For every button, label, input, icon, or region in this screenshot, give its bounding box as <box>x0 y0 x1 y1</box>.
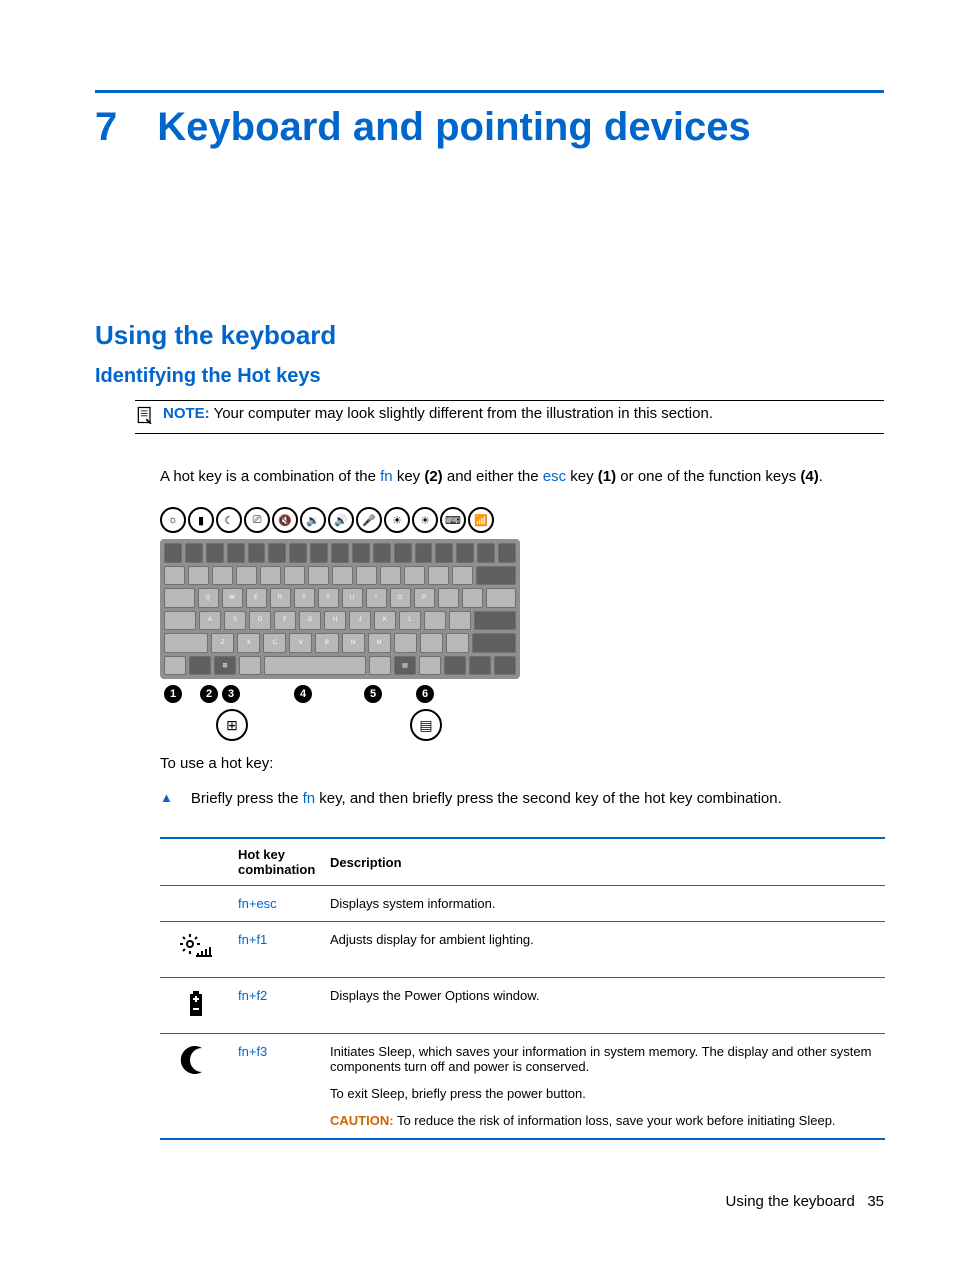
function-icon-row: ☼ ▮ ☾ ⎚ 🔇 🔉 🔊 🎤 ☀ ☀ ⌨ 📶 <box>160 507 520 533</box>
row-desc-cell: Displays the Power Options window. <box>324 978 885 1034</box>
table-row: fn+f1 Adjusts display for ambient lighti… <box>160 922 885 978</box>
row-desc-cell: Displays system information. <box>324 886 885 922</box>
intro-pre: A hot key is a combination of the <box>160 468 380 485</box>
table-row: fn+f3 Initiates Sleep, which saves your … <box>160 1034 885 1140</box>
table-head-desc: Description <box>324 838 885 886</box>
intro-end: . <box>819 468 823 485</box>
table-row: fn+f2 Displays the Power Options window. <box>160 978 885 1034</box>
triangle-bullet-icon: ▲ <box>160 790 173 805</box>
intro-fn: fn <box>380 468 393 485</box>
chapter-title: 7 Keyboard and pointing devices <box>95 105 884 150</box>
row-combo-cell: fn+f1 <box>232 922 324 978</box>
combo-fn: fn <box>238 988 249 1003</box>
use-hotkey-text: To use a hot key: <box>160 755 884 772</box>
intro-mid1: key <box>393 468 425 485</box>
chapter-text: Keyboard and pointing devices <box>157 105 750 150</box>
fn-icon-mic: 🎤 <box>356 507 382 533</box>
page: 7 Keyboard and pointing devices Using th… <box>0 0 954 1270</box>
desc-text: Initiates Sleep, which saves your inform… <box>330 1044 879 1074</box>
table-head-icon <box>160 838 232 886</box>
callout-row: 1 2 3 4 5 6 ⊞ ▤ <box>160 685 520 745</box>
footer-page: 35 <box>867 1193 884 1210</box>
callout-2: 2 <box>200 685 218 703</box>
callout-5: 5 <box>364 685 382 703</box>
section-heading-h2: Using the keyboard <box>95 320 884 351</box>
row-icon-cell <box>160 922 232 978</box>
bullet-text: Briefly press the fn key, and then brief… <box>191 790 782 807</box>
fn-icon-brightdown: ☀ <box>384 507 410 533</box>
chapter-rule <box>95 90 884 93</box>
combo-key: f1 <box>256 932 267 947</box>
note-block: NOTE: Your computer may look slightly di… <box>135 400 884 434</box>
row-icon-cell <box>160 978 232 1034</box>
row-combo-cell: fn+f2 <box>232 978 324 1034</box>
intro-paragraph: A hot key is a combination of the fn key… <box>160 466 884 487</box>
intro-mid3: key <box>566 468 598 485</box>
intro-esc: esc <box>543 468 566 485</box>
fn-icon-wireless: 📶 <box>468 507 494 533</box>
intro-b2: (2) <box>424 468 442 485</box>
combo-fn: fn <box>238 1044 249 1059</box>
ambient-light-icon <box>180 932 212 964</box>
row-combo-cell: fn+esc <box>232 886 324 922</box>
section-heading-h3: Identifying the Hot keys <box>95 365 884 388</box>
fn-icon-voldown: 🔉 <box>300 507 326 533</box>
intro-b1: (1) <box>598 468 616 485</box>
keyboard-body: QWERTYUIOP ASDFGHJKL ZXCVBNM ⊞▤ <box>160 539 520 679</box>
caution-label: CAUTION: <box>330 1113 394 1128</box>
combo-key: esc <box>256 896 276 911</box>
bullet-row: ▲ Briefly press the fn key, and then bri… <box>160 790 884 807</box>
note-label: NOTE: <box>163 405 210 422</box>
combo-fn: fn <box>238 932 249 947</box>
table-row: fn+esc Displays system information. <box>160 886 885 922</box>
fn-icon-kblight: ⌨ <box>440 507 466 533</box>
note-text: Your computer may look slightly differen… <box>214 405 713 422</box>
bullet-pre: Briefly press the <box>191 790 303 807</box>
fn-icon-display: ⎚ <box>244 507 270 533</box>
moon-icon <box>180 1044 212 1076</box>
desc-text: Displays system information. <box>330 896 879 911</box>
row-combo-cell: fn+f3 <box>232 1034 324 1140</box>
combo-fn: fn <box>238 896 249 911</box>
note-text-wrap: NOTE: Your computer may look slightly di… <box>163 405 713 422</box>
combo-key: f3 <box>256 1044 267 1059</box>
table-body: fn+esc Displays system information. <box>160 886 885 1140</box>
fn-icon-volup: 🔊 <box>328 507 354 533</box>
hotkey-table: Hot key combination Description fn+esc D… <box>160 837 885 1140</box>
fn-icon-battery: ▮ <box>188 507 214 533</box>
callout-3: 3 <box>222 685 240 703</box>
intro-mid4: or one of the function keys <box>616 468 800 485</box>
bullet-post: key, and then briefly press the second k… <box>315 790 782 807</box>
row-icon-cell <box>160 1034 232 1140</box>
combo-key: f2 <box>256 988 267 1003</box>
callout-4: 4 <box>294 685 312 703</box>
callout-6: 6 <box>416 685 434 703</box>
intro-mid2: and either the <box>443 468 543 485</box>
desc-text: To exit Sleep, briefly press the power b… <box>330 1086 879 1101</box>
desc-text: Adjusts display for ambient lighting. <box>330 932 879 947</box>
fn-icon-sleep: ☾ <box>216 507 242 533</box>
fn-icon-mute: 🔇 <box>272 507 298 533</box>
row-desc-cell: Initiates Sleep, which saves your inform… <box>324 1034 885 1140</box>
intro-b4: (4) <box>800 468 818 485</box>
callout-1: 1 <box>164 685 182 703</box>
page-footer: Using the keyboard 35 <box>726 1193 884 1210</box>
note-icon <box>135 405 155 425</box>
fn-icon-ambient: ☼ <box>160 507 186 533</box>
battery-icon <box>180 988 212 1020</box>
desc-caution: CAUTION: To reduce the risk of informati… <box>330 1113 879 1128</box>
keyboard-illustration: ☼ ▮ ☾ ⎚ 🔇 🔉 🔊 🎤 ☀ ☀ ⌨ 📶 QWERTYUIOP A <box>160 507 520 745</box>
callout-menu-icon: ▤ <box>410 709 442 741</box>
caution-text: To reduce the risk of information loss, … <box>397 1113 836 1128</box>
desc-text: Displays the Power Options window. <box>330 988 879 1003</box>
row-icon-cell <box>160 886 232 922</box>
row-desc-cell: Adjusts display for ambient lighting. <box>324 922 885 978</box>
bullet-fn: fn <box>303 790 316 807</box>
table-head-combo: Hot key combination <box>232 838 324 886</box>
footer-text: Using the keyboard <box>726 1193 855 1210</box>
chapter-number: 7 <box>95 105 117 150</box>
callout-win-icon: ⊞ <box>216 709 248 741</box>
fn-icon-brightup: ☀ <box>412 507 438 533</box>
